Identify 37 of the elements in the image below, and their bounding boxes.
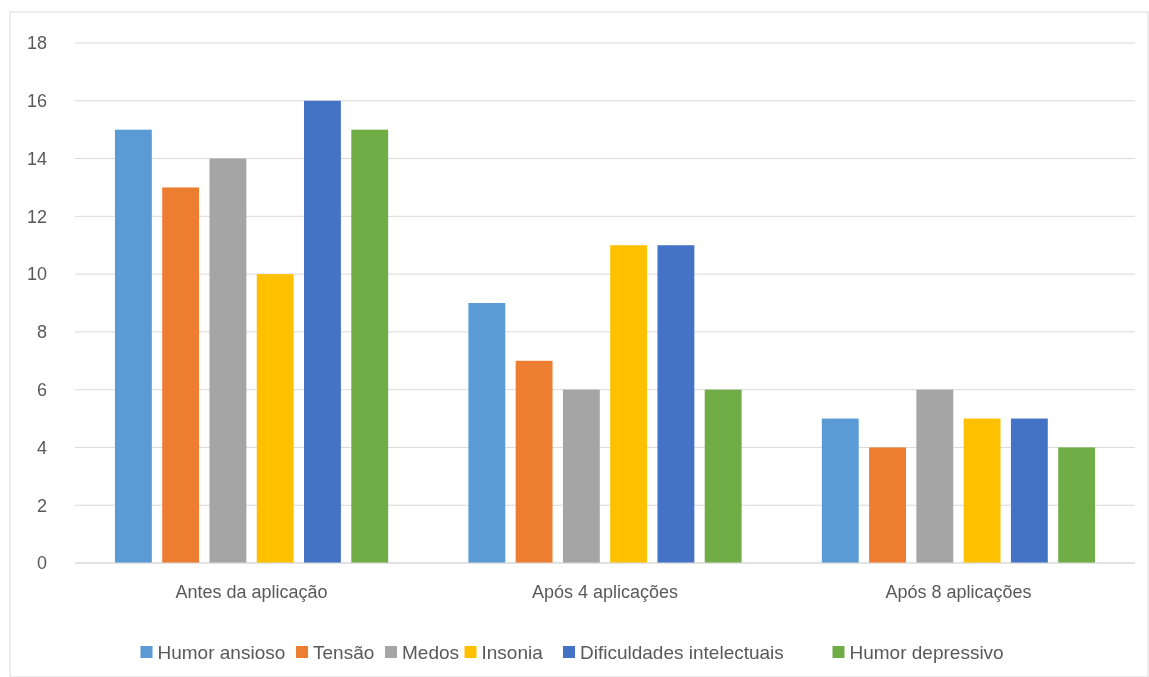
- x-tick-label: Após 8 aplicações: [885, 582, 1032, 602]
- bar: [562, 389, 600, 563]
- bar: [162, 187, 200, 563]
- y-tick-label: 10: [26, 264, 47, 285]
- legend-label: Humor ansioso: [157, 641, 286, 663]
- legend-label: Humor depressivo: [849, 641, 1004, 663]
- x-tick-label: Antes da aplicação: [175, 582, 328, 602]
- bar: [209, 158, 247, 563]
- bar: [657, 245, 695, 563]
- y-tick-label: 6: [36, 379, 47, 400]
- y-tick-label: 14: [26, 148, 47, 169]
- bar: [963, 418, 1001, 563]
- bar: [468, 303, 506, 563]
- bar: [304, 100, 341, 563]
- y-tick-label: 0: [36, 553, 47, 574]
- bar: [610, 245, 648, 563]
- bar: [869, 447, 906, 563]
- bar: [1058, 447, 1096, 563]
- bar: [821, 418, 859, 563]
- bar: [704, 389, 742, 563]
- legend-label: Dificuldades intelectuais: [580, 641, 784, 663]
- y-tick-label: 18: [26, 33, 47, 54]
- y-tick-label: 16: [26, 91, 47, 112]
- y-tick-label: 4: [36, 437, 47, 458]
- legend-label: Insonia: [481, 641, 544, 663]
- legend-label: Medos: [402, 641, 460, 663]
- bar: [256, 274, 294, 563]
- x-tick-label: Após 4 aplicações: [531, 582, 679, 602]
- bar: [1010, 418, 1048, 563]
- y-tick-label: 8: [36, 322, 47, 343]
- bar: [916, 389, 954, 563]
- bar: [114, 129, 152, 563]
- y-tick-label: 12: [26, 206, 47, 227]
- legend-label: Tensão: [313, 641, 375, 663]
- bar: [515, 360, 553, 563]
- y-tick-label: 2: [36, 495, 47, 516]
- bar: [351, 129, 389, 563]
